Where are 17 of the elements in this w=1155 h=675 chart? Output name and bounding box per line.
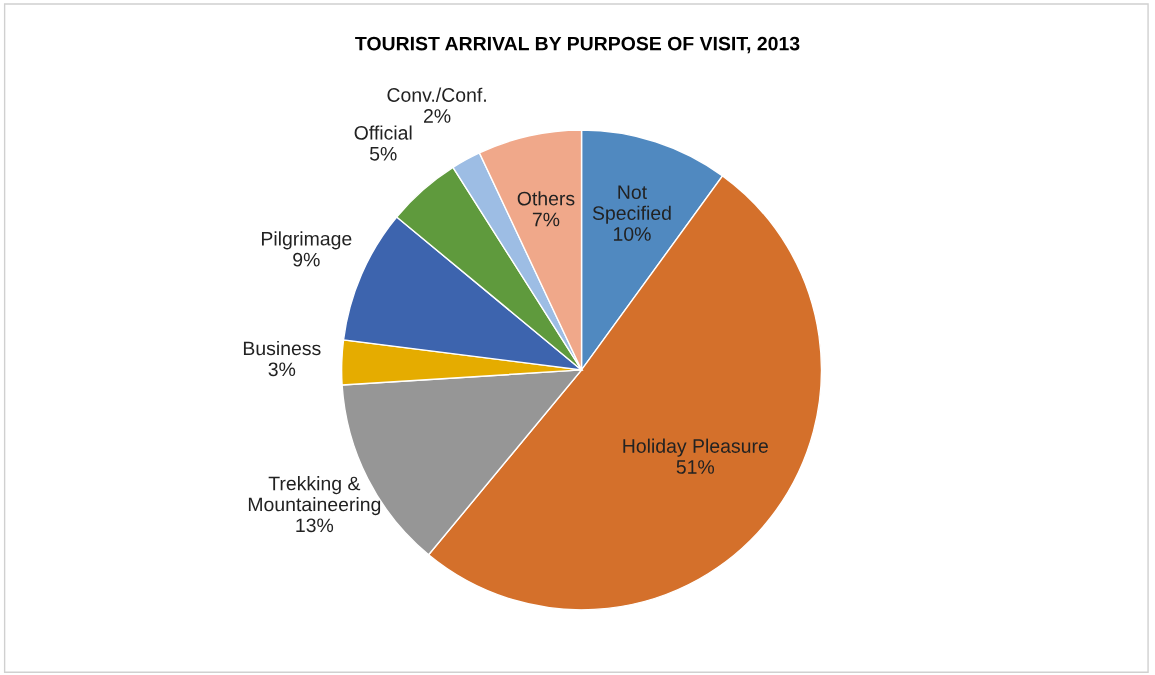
slice-label: Business [243, 340, 321, 356]
slice-label: Trekking & Mountaineering [248, 476, 381, 516]
data-label: 7% [532, 212, 560, 227]
data-label: 5% [369, 146, 397, 161]
data-label: 13% [296, 518, 334, 533]
data-label: 10% [613, 227, 651, 241]
slice-label: Not Specified [592, 185, 671, 224]
chart-title: TOURIST ARRIVAL BY PURPOSE OF VISIT, 2013 [355, 36, 800, 54]
slice-label: Pilgrimage [261, 231, 352, 250]
slice-label: Holiday Pleasure [623, 438, 768, 457]
data-label: 9% [293, 252, 320, 267]
slice-label: Others [517, 191, 575, 206]
data-label: 2% [424, 109, 451, 123]
data-label: 3% [268, 362, 296, 377]
data-label: 51% [676, 460, 715, 474]
slice-label: Conv./Conf. [387, 87, 486, 102]
slice-label: Official [354, 125, 412, 140]
